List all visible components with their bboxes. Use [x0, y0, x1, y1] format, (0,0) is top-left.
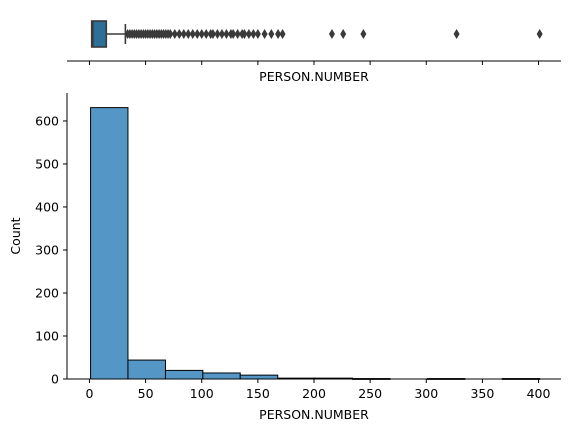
boxplot-outlier-point — [180, 29, 187, 39]
boxplot-outlier-point — [214, 29, 221, 39]
histogram-bar — [127, 359, 166, 380]
boxplot-outlier-point — [453, 29, 460, 39]
boxplot-outlier-point — [340, 29, 347, 39]
boxplot-outliers — [124, 29, 543, 39]
boxplot-outlier-point — [223, 29, 230, 39]
histogram-y-tick-label: 500 — [35, 156, 59, 171]
boxplot-x-ticks — [88, 61, 540, 65]
boxplot-panel: PERSON.NUMBER — [67, 20, 561, 84]
histogram-x-tick-label: 350 — [470, 386, 494, 401]
boxplot-outlier-point — [279, 29, 286, 39]
histogram-x-tick-label: 0 — [85, 386, 93, 401]
boxplot-outlier-point — [198, 29, 205, 39]
boxplot-box — [90, 20, 108, 48]
histogram-x-ticks: 0 50 100 150 200 250 300 350 400 — [85, 379, 551, 401]
histogram-y-tick-label: 200 — [35, 285, 59, 300]
boxplot-outlier-point — [328, 29, 335, 39]
histogram-bar — [202, 372, 241, 380]
boxplot-outlier-point — [189, 29, 196, 39]
histogram-x-tick-label: 200 — [302, 386, 326, 401]
boxplot-outlier-point — [536, 29, 543, 39]
boxplot-outlier-point — [194, 29, 201, 39]
histogram-y-tick-label: 0 — [51, 372, 59, 387]
boxplot-outlier-point — [176, 29, 183, 39]
histogram-x-tick-label: 300 — [414, 386, 438, 401]
histogram-x-tick-label: 50 — [138, 386, 154, 401]
histogram-y-tick-label: 400 — [35, 199, 59, 214]
histogram-x-tick-label: 400 — [527, 386, 551, 401]
boxplot-outlier-point — [234, 29, 241, 39]
histogram-bars — [90, 107, 541, 380]
histogram-bar — [164, 369, 204, 380]
boxplot-outlier-point — [171, 29, 178, 39]
histogram-x-axis-label: PERSON.NUMBER — [259, 407, 369, 422]
boxplot-outlier-point — [245, 29, 252, 39]
boxplot-outlier-point — [360, 29, 367, 39]
boxplot-outlier-point — [241, 29, 248, 39]
histogram-x-tick-label: 150 — [246, 386, 270, 401]
boxplot-x-axis-label: PERSON.NUMBER — [259, 69, 369, 84]
boxplot-outlier-point — [203, 29, 210, 39]
boxplot-outlier-point — [167, 29, 174, 39]
histogram-panel: 0 50 100 150 200 250 300 350 400 0 100 200 300 400 50… — [8, 93, 561, 422]
boxplot-outlier-point — [218, 29, 225, 39]
histogram-x-tick-label: 250 — [358, 386, 382, 401]
boxplot-outlier-point — [185, 29, 192, 39]
histogram-y-tick-label: 100 — [35, 328, 59, 343]
histogram-x-tick-label: 100 — [190, 386, 214, 401]
histogram-bar — [90, 107, 129, 380]
histogram-bar — [239, 374, 279, 380]
histogram-y-tick-label: 600 — [35, 113, 59, 128]
boxplot-outlier-point — [254, 29, 261, 39]
boxplot-outlier-point — [250, 29, 257, 39]
boxplot-outlier-point — [209, 29, 216, 39]
histogram-y-tick-label: 300 — [35, 242, 59, 257]
boxplot-outlier-point — [261, 29, 268, 39]
histogram-y-ticks: 0 100 200 300 400 500 600 — [35, 113, 67, 387]
boxplot-outlier-point — [275, 29, 282, 39]
boxplot-outlier-point — [268, 29, 275, 39]
boxplot-outlier-point — [230, 29, 237, 39]
histogram-y-axis-label: Count — [8, 217, 23, 254]
